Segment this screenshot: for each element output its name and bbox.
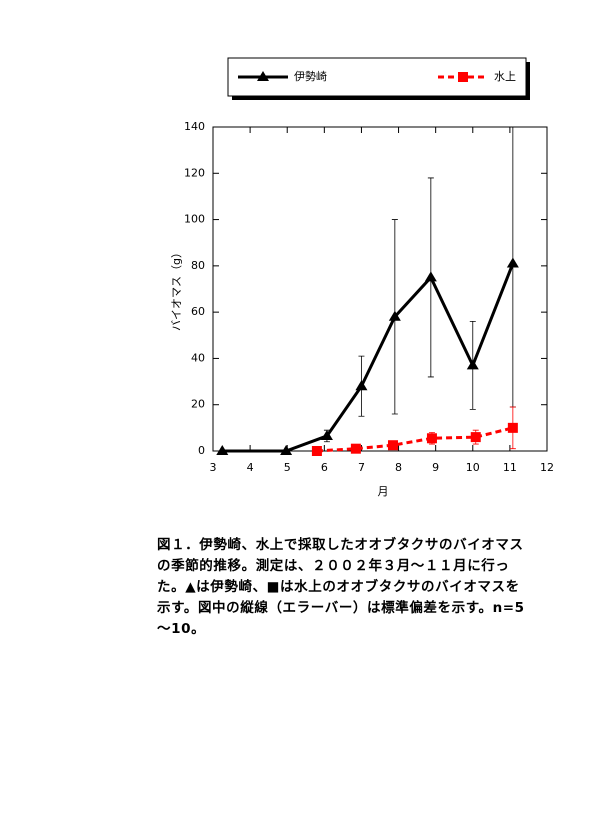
series [323,127,516,443]
x-tick-label: 6 [321,461,328,474]
caption-line: 図１．伊勢崎、水上で採取したオオブタクサのバイオマス [157,536,524,553]
caption: 図１．伊勢崎、水上で採取したオオブタクサのバイオマスの季節的推移。測定は、２００… [157,536,525,637]
plot-frame [212,126,548,452]
point [350,443,361,454]
point [388,310,401,321]
point [355,380,368,391]
point [466,359,479,370]
y-axis-label: バイオマス（g） [170,247,183,331]
legend-label: 水上 [494,70,516,83]
y-tick-label: 120 [184,166,205,179]
point [470,432,481,443]
y-tick-label: 20 [191,398,205,411]
x-tick-label: 7 [358,461,365,474]
point [320,429,333,440]
point [424,271,437,282]
y-tick-label: 140 [184,120,205,133]
x-tick-label: 8 [395,461,402,474]
legend-marker [257,71,269,81]
caption-line: の季節的推移。測定は、２００２年３月～１１月に行っ [157,557,510,574]
series-line [316,426,514,453]
point [506,257,519,268]
y-tick-label: 60 [191,305,205,318]
point [280,445,293,455]
x-axis-label: 月 [378,485,389,498]
y-tick-label: 80 [191,259,205,272]
caption-line: 示す。図中の縦線（エラーバー）は標準偏差を示す。n=5 [157,599,525,616]
point [507,422,518,433]
x-tick-label: 12 [540,461,554,474]
x-tick-label: 5 [284,461,291,474]
point [387,440,398,451]
x-tick-label: 3 [210,461,217,474]
point [311,446,322,456]
point [216,445,229,455]
y-tick-label: 0 [198,444,205,457]
legend-marker [458,72,468,82]
x-tick-label: 10 [466,461,480,474]
x-tick-label: 11 [503,461,517,474]
x-tick-label: 9 [432,461,439,474]
x-tick-label: 4 [247,461,254,474]
caption-line: た。▲は伊勢崎、■は水上のオオブタクサのバイオマスを [157,578,520,595]
series-line [222,262,515,453]
y-tick-label: 40 [191,351,205,364]
y-tick-label: 100 [184,213,205,226]
caption-line: ～10。 [157,621,205,637]
point [426,433,437,444]
legend-label: 伊勢崎 [294,69,327,83]
